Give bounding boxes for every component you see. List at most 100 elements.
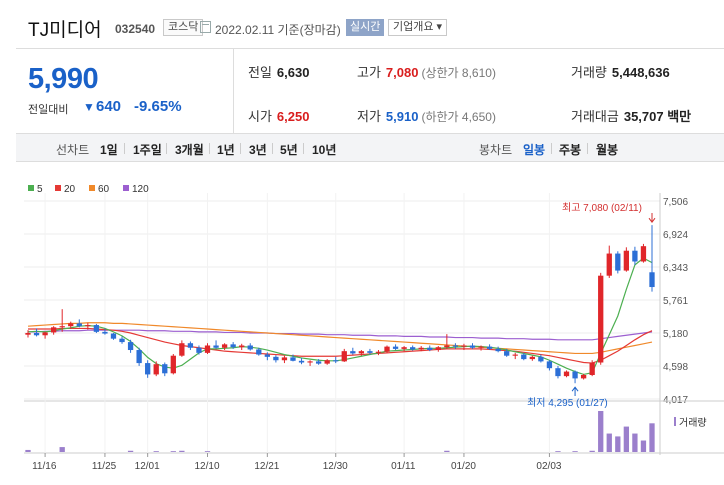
candle-weekly[interactable]: 주봉 bbox=[559, 143, 582, 157]
high-annotation: 최고 7,080 (02/11) bbox=[562, 202, 642, 214]
candle-body bbox=[375, 351, 382, 353]
y-tick-label: 5,180 bbox=[663, 329, 688, 340]
divider bbox=[209, 143, 210, 154]
divider bbox=[551, 143, 552, 154]
x-tick-label: 11/25 bbox=[92, 461, 117, 472]
period-3m[interactable]: 3개월 bbox=[175, 143, 204, 157]
volume-bar bbox=[632, 433, 638, 452]
candle-chart-label: 봉차트 bbox=[479, 143, 513, 157]
candle-body bbox=[452, 345, 459, 347]
candle-body bbox=[324, 360, 330, 364]
candle-body bbox=[85, 325, 91, 327]
low-label: 저가 bbox=[357, 109, 381, 124]
amount-value: 35,707 백만 bbox=[623, 109, 692, 124]
prev-close-label: 전일 bbox=[248, 65, 272, 80]
y-tick-label: 6,924 bbox=[663, 230, 688, 241]
company-info-dropdown[interactable]: 기업개요 ▾ bbox=[388, 19, 448, 36]
y-tick-label: 7,506 bbox=[663, 197, 688, 208]
candle-body bbox=[350, 351, 356, 354]
candle-body bbox=[469, 345, 476, 348]
divider bbox=[166, 143, 167, 154]
candle-body bbox=[486, 346, 493, 349]
y-tick-label: 6,343 bbox=[663, 263, 688, 274]
candle-body bbox=[290, 357, 296, 361]
legend-swatch-60 bbox=[89, 185, 95, 191]
candle-body bbox=[221, 344, 228, 348]
volume-bar bbox=[572, 451, 578, 452]
period-10y[interactable]: 10년 bbox=[312, 143, 337, 157]
legend-label-5: 5 bbox=[37, 184, 43, 195]
candle-body bbox=[367, 351, 373, 353]
candle-body bbox=[179, 343, 185, 356]
x-tick-label: 01/20 bbox=[451, 461, 476, 472]
legend-label-20: 20 bbox=[64, 184, 76, 195]
legend-swatch-20 bbox=[55, 185, 61, 191]
candle-body bbox=[615, 253, 621, 271]
candle-body bbox=[33, 333, 40, 336]
candle-body bbox=[401, 347, 407, 349]
candle-body bbox=[127, 342, 134, 351]
volume-bar bbox=[649, 423, 655, 452]
legend-label-120: 120 bbox=[132, 184, 149, 195]
price-summary: 5,990 전일대비 ▼ 640 -9.65% 전일 6,630 시가 6,250 … bbox=[16, 48, 724, 134]
period-1d[interactable]: 1일 bbox=[100, 143, 118, 157]
candle-body bbox=[589, 362, 595, 375]
candle-body bbox=[444, 345, 450, 348]
candle-body bbox=[632, 250, 638, 262]
candle-body bbox=[598, 275, 604, 363]
volume-bar bbox=[25, 449, 31, 452]
candle-body bbox=[418, 347, 424, 350]
x-tick-label: 12/30 bbox=[323, 461, 348, 472]
period-5y[interactable]: 5년 bbox=[280, 143, 298, 157]
candle-body bbox=[546, 361, 553, 369]
volume-bar bbox=[204, 451, 211, 452]
x-tick-label: 02/03 bbox=[536, 461, 561, 472]
period-3y[interactable]: 3년 bbox=[249, 143, 267, 157]
y-tick-label: 5,761 bbox=[663, 296, 688, 307]
candlestick-chart: 5 20 60 1207,5066,9246,3435,7615,1804,5984,… bbox=[24, 184, 724, 472]
x-tick-label: 12/10 bbox=[195, 461, 220, 472]
candle-body bbox=[153, 364, 159, 375]
candle-body bbox=[256, 349, 262, 355]
candle-body bbox=[170, 355, 176, 374]
candle-body bbox=[606, 253, 612, 276]
candle-monthly[interactable]: 월봉 bbox=[596, 143, 619, 157]
volume-bar bbox=[606, 433, 612, 452]
candle-body bbox=[315, 361, 322, 364]
open-value: 6,250 bbox=[276, 109, 310, 124]
period-1w[interactable]: 1주일 bbox=[133, 143, 162, 157]
candle-body bbox=[230, 344, 236, 348]
lower-limit: (하한가 4,650) bbox=[421, 110, 496, 124]
volume-bar bbox=[170, 451, 176, 452]
down-arrow-icon: ▼ bbox=[83, 100, 95, 114]
volume-label: 거래량 bbox=[571, 65, 607, 80]
volume-bar bbox=[59, 447, 65, 452]
volume-bar bbox=[598, 411, 604, 452]
current-price-box: 5,990 전일대비 ▼ 640 -9.65% bbox=[16, 49, 234, 133]
candle-body bbox=[478, 346, 484, 348]
high-value: 7,080 bbox=[385, 65, 419, 80]
candle-body bbox=[504, 351, 510, 356]
divider bbox=[124, 143, 125, 154]
low-annotation: 최저 4,295 (01/27) bbox=[527, 397, 608, 409]
stock-chart: 5 20 60 120 7,506 6,924 6,343 5,761 5,180 4,598 4,… bbox=[0, 163, 724, 480]
candle-body bbox=[102, 331, 108, 334]
candle-body bbox=[512, 354, 518, 356]
volume-bar bbox=[589, 450, 595, 452]
candle-body bbox=[572, 371, 578, 379]
volume-bar bbox=[153, 451, 159, 452]
candle-body bbox=[119, 338, 125, 343]
period-1y[interactable]: 1년 bbox=[217, 143, 235, 157]
candle-daily[interactable]: 일봉 bbox=[523, 143, 546, 157]
candle-body bbox=[247, 345, 253, 350]
candle-body bbox=[333, 360, 339, 362]
x-tick-label: 01/11 bbox=[391, 461, 416, 472]
candle-body bbox=[495, 348, 501, 352]
stock-header: TJ미디어 032540 코스닥 2022.02.11 기준(장마감) 실시간 … bbox=[0, 0, 724, 48]
realtime-button[interactable]: 실시간 bbox=[346, 19, 385, 36]
open-label: 시가 bbox=[248, 109, 272, 124]
volume-legend-swatch bbox=[674, 417, 676, 426]
x-tick-label: 12/21 bbox=[254, 461, 279, 472]
volume-bar bbox=[640, 440, 647, 452]
candle-body bbox=[59, 326, 65, 328]
